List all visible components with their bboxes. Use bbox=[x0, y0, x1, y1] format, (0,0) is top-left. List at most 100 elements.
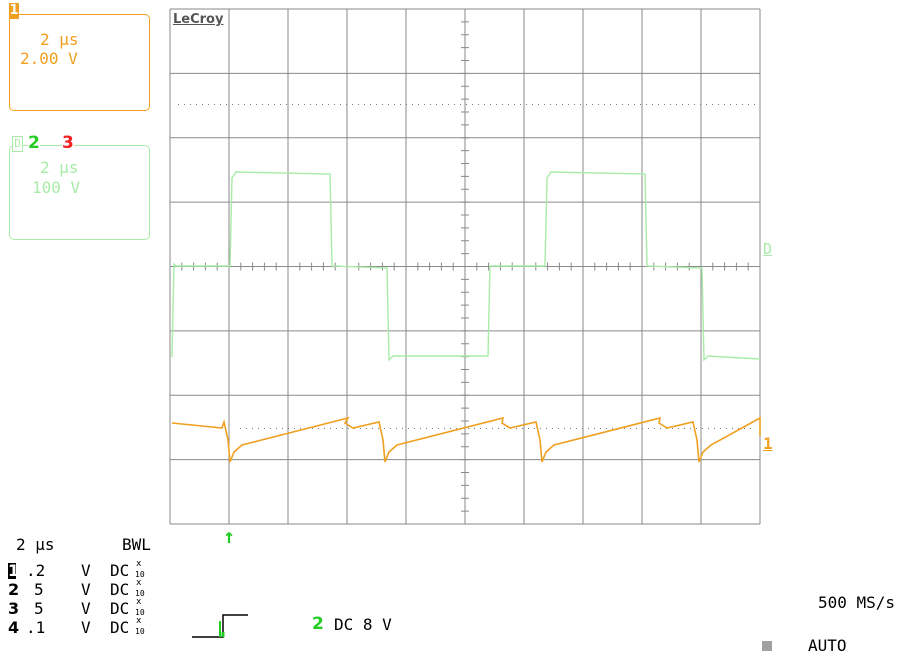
ch1-info-box[interactable] bbox=[9, 14, 150, 111]
reference-dots bbox=[640, 104, 641, 105]
reference-dots bbox=[648, 428, 649, 429]
reference-dots bbox=[600, 428, 601, 429]
reference-dots bbox=[276, 428, 277, 429]
reference-dots bbox=[720, 428, 721, 429]
math-trace-marker: D bbox=[763, 240, 773, 258]
reference-dots bbox=[196, 104, 197, 105]
reference-dots bbox=[690, 428, 691, 429]
reference-dots bbox=[552, 428, 553, 429]
reference-dots bbox=[438, 428, 439, 429]
reference-dots bbox=[256, 104, 257, 105]
reference-dots bbox=[406, 104, 407, 105]
channel-1-row[interactable]: 1 .2 V DC x 10 bbox=[8, 560, 158, 581]
reference-dots bbox=[598, 104, 599, 105]
reference-dots bbox=[744, 428, 745, 429]
reference-dots bbox=[636, 428, 637, 429]
reference-dots bbox=[658, 104, 659, 105]
reference-dots bbox=[718, 104, 719, 105]
channel-2-unit: V bbox=[81, 580, 91, 599]
reference-dots bbox=[418, 104, 419, 105]
reference-dots bbox=[682, 104, 683, 105]
trigger-mode: AUTO bbox=[808, 636, 847, 655]
reference-dots bbox=[472, 104, 473, 105]
reference-dots bbox=[534, 428, 535, 429]
reference-dots bbox=[250, 104, 251, 105]
ch1-volts: 2.00 V bbox=[20, 49, 78, 68]
reference-dots bbox=[426, 428, 427, 429]
reference-dots bbox=[414, 428, 415, 429]
trigger-setting: DC 8 V bbox=[334, 615, 392, 634]
reference-dots bbox=[262, 104, 263, 105]
reference-dots bbox=[432, 428, 433, 429]
reference-dots bbox=[258, 428, 259, 429]
channel-3-row[interactable]: 3 5 V DC x 10 bbox=[8, 597, 158, 619]
reference-dots bbox=[312, 428, 313, 429]
reference-dots bbox=[678, 428, 679, 429]
acquisition-status-icon bbox=[762, 641, 772, 651]
math-info-box[interactable] bbox=[9, 145, 150, 240]
reference-dots bbox=[480, 428, 481, 429]
reference-dots bbox=[594, 428, 595, 429]
reference-dots bbox=[676, 104, 677, 105]
channel-4-number: 4 bbox=[8, 618, 20, 637]
reference-dots bbox=[340, 104, 341, 105]
reference-dots bbox=[264, 428, 265, 429]
reference-dots bbox=[622, 104, 623, 105]
reference-dots bbox=[370, 104, 371, 105]
reference-dots bbox=[412, 104, 413, 105]
channel-1-number: 1 bbox=[8, 561, 20, 580]
reference-dots bbox=[316, 104, 317, 105]
channel-4-unit: V bbox=[81, 618, 91, 637]
reference-dots bbox=[502, 104, 503, 105]
channel-3-coupling: DC bbox=[110, 599, 130, 618]
reference-dots bbox=[184, 104, 185, 105]
reference-dots bbox=[646, 104, 647, 105]
channel-4-row[interactable]: 4 .1 V DC x 10 bbox=[8, 617, 158, 638]
reference-dots bbox=[544, 104, 545, 105]
trigger-channel: 2 bbox=[312, 614, 324, 634]
channel-3-probe-top: x bbox=[136, 597, 142, 607]
reference-dots bbox=[354, 428, 355, 429]
reference-dots bbox=[736, 104, 737, 105]
channel-3-number: 3 bbox=[8, 599, 20, 618]
reference-dots bbox=[178, 104, 179, 105]
reference-dots bbox=[408, 428, 409, 429]
reference-dots bbox=[358, 104, 359, 105]
grid bbox=[169, 8, 761, 525]
reference-dots bbox=[252, 428, 253, 429]
reference-dots bbox=[708, 428, 709, 429]
reference-dots bbox=[334, 104, 335, 105]
reference-dots bbox=[324, 428, 325, 429]
reference-dots bbox=[294, 428, 295, 429]
channel-2-probe-bottom: 10 bbox=[135, 589, 145, 598]
reference-dots bbox=[630, 428, 631, 429]
channel-3-volts: 5 bbox=[34, 599, 44, 618]
trigger-position-arrow: ↑ bbox=[223, 524, 236, 548]
reference-dots bbox=[576, 428, 577, 429]
reference-dots bbox=[694, 104, 695, 105]
reference-dots bbox=[430, 104, 431, 105]
reference-dots bbox=[232, 104, 233, 105]
reference-dots bbox=[748, 104, 749, 105]
reference-dots bbox=[538, 104, 539, 105]
reference-dots bbox=[268, 104, 269, 105]
channel-4-probe-bottom: 10 bbox=[135, 627, 145, 636]
ch1-trace-marker: 1 bbox=[763, 434, 773, 453]
reference-dots bbox=[366, 428, 367, 429]
reference-dots bbox=[474, 428, 475, 429]
rising-edge-trigger-icon bbox=[192, 614, 248, 638]
reference-dots bbox=[286, 104, 287, 105]
reference-dots bbox=[348, 428, 349, 429]
reference-dots bbox=[732, 428, 733, 429]
reference-dots bbox=[532, 104, 533, 105]
brand-label: LeCroy bbox=[173, 12, 224, 27]
reference-dots bbox=[304, 104, 305, 105]
reference-dots bbox=[456, 428, 457, 429]
reference-dots bbox=[696, 428, 697, 429]
channel-2-volts: 5 bbox=[34, 580, 44, 599]
reference-dots bbox=[654, 428, 655, 429]
reference-dots bbox=[580, 104, 581, 105]
channel-2-row[interactable]: 2 5 V DC x 10 bbox=[8, 579, 158, 600]
reference-dots bbox=[226, 104, 227, 105]
